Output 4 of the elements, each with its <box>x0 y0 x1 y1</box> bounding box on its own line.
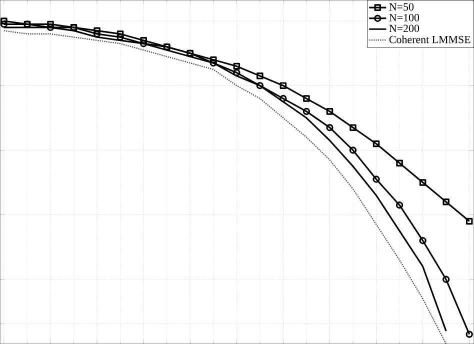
legend-label: N=200 <box>389 24 420 32</box>
legend-label: N=100 <box>389 14 420 22</box>
legend-label: N=50 <box>389 3 414 11</box>
legend-label: Coherent LMMSE <box>389 36 470 44</box>
